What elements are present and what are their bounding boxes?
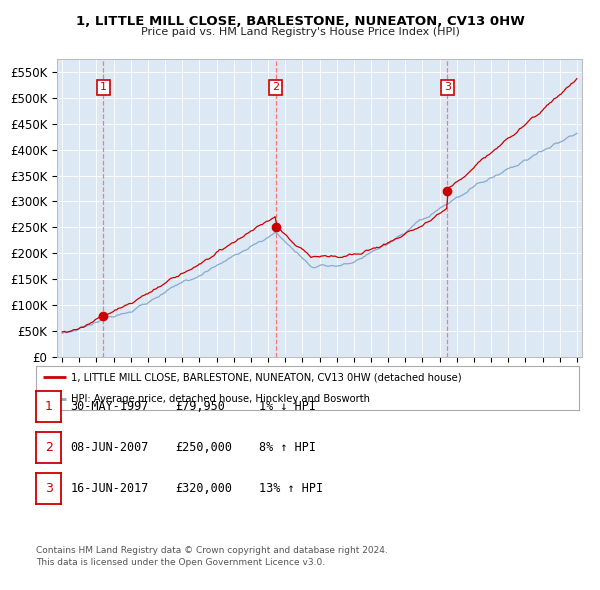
Text: 08-JUN-2007: 08-JUN-2007 <box>70 441 149 454</box>
Text: 1, LITTLE MILL CLOSE, BARLESTONE, NUNEATON, CV13 0HW: 1, LITTLE MILL CLOSE, BARLESTONE, NUNEAT… <box>76 15 524 28</box>
Text: 8% ↑ HPI: 8% ↑ HPI <box>259 441 316 454</box>
Text: 30-MAY-1997: 30-MAY-1997 <box>70 399 149 413</box>
Text: 2: 2 <box>272 83 279 93</box>
Text: £320,000: £320,000 <box>175 482 232 496</box>
Text: £79,950: £79,950 <box>175 399 225 413</box>
Text: 1: 1 <box>44 399 53 413</box>
Text: 2: 2 <box>44 441 53 454</box>
Text: 3: 3 <box>444 83 451 93</box>
Text: 1, LITTLE MILL CLOSE, BARLESTONE, NUNEATON, CV13 0HW (detached house): 1, LITTLE MILL CLOSE, BARLESTONE, NUNEAT… <box>71 372 462 382</box>
Text: HPI: Average price, detached house, Hinckley and Bosworth: HPI: Average price, detached house, Hinc… <box>71 394 370 404</box>
Text: 1% ↓ HPI: 1% ↓ HPI <box>259 399 316 413</box>
Text: 1: 1 <box>100 83 107 93</box>
Text: 13% ↑ HPI: 13% ↑ HPI <box>259 482 323 496</box>
Text: 16-JUN-2017: 16-JUN-2017 <box>70 482 149 496</box>
Text: Contains HM Land Registry data © Crown copyright and database right 2024.
This d: Contains HM Land Registry data © Crown c… <box>36 546 388 566</box>
Text: Price paid vs. HM Land Registry's House Price Index (HPI): Price paid vs. HM Land Registry's House … <box>140 27 460 37</box>
Text: 3: 3 <box>44 482 53 496</box>
Text: £250,000: £250,000 <box>175 441 232 454</box>
